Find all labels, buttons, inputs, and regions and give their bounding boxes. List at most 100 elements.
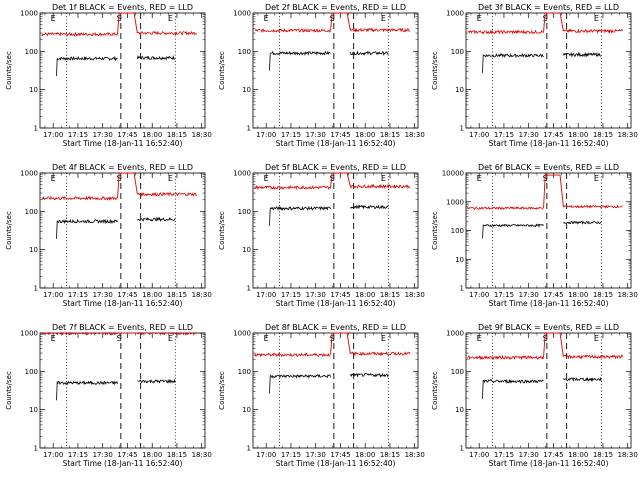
orbit-marker-e: E <box>477 14 482 23</box>
chart-title: Det 4f BLACK = Events, RED = LLD <box>52 163 193 172</box>
y-axis-label: Counts/sec <box>431 51 439 90</box>
series-line-lld <box>350 27 411 33</box>
orbit-marker-e: E <box>594 174 599 183</box>
y-tick-label: 10 <box>29 86 38 94</box>
x-tick-label: 18:00 <box>142 131 162 139</box>
plot-frame <box>465 332 632 449</box>
y-tick-label: 10 <box>455 86 464 94</box>
x-tick-label: 17:15 <box>68 291 88 299</box>
x-axis-label: Start Time (18-Jan-11 16:52:40) <box>489 299 609 308</box>
series-line-lld <box>254 28 331 34</box>
series-line-events <box>56 55 118 77</box>
y-tick-label: 1 <box>460 285 464 293</box>
orbit-marker-e: E <box>264 14 269 23</box>
x-tick-label: 18:15 <box>593 291 613 299</box>
series-line-events <box>137 216 176 223</box>
orbit-marker-s: S <box>330 14 335 23</box>
y-tick-label: 100 <box>25 48 38 56</box>
orbit-marker-e: E <box>477 334 482 343</box>
plot-frame <box>39 172 206 289</box>
panel-det-9: Det 9f BLACK = Events, RED = LLD 1 10 100 10… <box>431 323 638 468</box>
series-line-lld <box>350 351 411 357</box>
panel-det-1: Det 1f BLACK = Events, RED = LLD 1 10 100 10… <box>5 3 212 148</box>
x-tick-label: 18:15 <box>593 451 613 459</box>
series-spike-lld <box>330 172 351 188</box>
chart-title: Det 7f BLACK = Events, RED = LLD <box>52 323 193 332</box>
series-line-lld <box>467 354 544 361</box>
x-tick-label: 18:00 <box>355 291 375 299</box>
chart-title: Det 9f BLACK = Events, RED = LLD <box>478 323 619 332</box>
x-tick-label: 18:15 <box>380 291 400 299</box>
x-axis-label: Start Time (18-Jan-11 16:52:40) <box>63 299 183 308</box>
series-spike-lld <box>543 12 564 33</box>
x-tick-label: 17:30 <box>306 131 326 139</box>
plot-frame <box>252 332 419 449</box>
chart-title: Det 2f BLACK = Events, RED = LLD <box>265 3 406 12</box>
series-line-events <box>563 220 602 225</box>
series-line-lld <box>41 332 118 336</box>
x-tick-label: 17:00 <box>469 131 489 139</box>
y-tick-label: 1 <box>34 445 38 453</box>
panel-det-5: Det 5f BLACK = Events, RED = LLD 1 10 100 10… <box>218 163 425 308</box>
y-tick-label: 1000 <box>233 10 251 18</box>
y-tick-label: 100 <box>25 208 38 216</box>
x-axis-label: Start Time (18-Jan-11 16:52:40) <box>489 139 609 148</box>
x-tick-label: 17:30 <box>519 131 539 139</box>
orbit-marker-e: E <box>477 174 482 183</box>
x-tick-label: 17:15 <box>494 131 514 139</box>
y-axis-label: Counts/sec <box>5 371 13 410</box>
orbit-marker-e: E <box>381 174 386 183</box>
series-line-lld <box>563 204 624 209</box>
y-tick-label: 1000 <box>446 10 464 18</box>
y-tick-label: 1000 <box>20 330 38 338</box>
series-line-lld <box>350 183 411 190</box>
orbit-marker-e: E <box>264 334 269 343</box>
x-tick-label: 17:30 <box>306 451 326 459</box>
y-tick-label: 1 <box>460 445 464 453</box>
x-tick-label: 17:15 <box>68 131 88 139</box>
x-tick-label: 17:45 <box>330 131 350 139</box>
x-tick-label: 18:30 <box>618 131 638 139</box>
y-tick-label: 1 <box>247 285 251 293</box>
series-spike-lld <box>117 172 138 199</box>
orbit-marker-e: E <box>264 174 269 183</box>
y-axis-label: Counts/sec <box>431 211 439 250</box>
series-line-events <box>269 205 331 226</box>
x-tick-label: 18:30 <box>405 291 425 299</box>
x-tick-label: 17:00 <box>43 451 63 459</box>
y-tick-label: 1 <box>247 445 251 453</box>
y-tick-label: 10 <box>455 256 464 264</box>
series-spike-lld <box>543 174 564 209</box>
x-tick-label: 17:30 <box>93 131 113 139</box>
x-tick-label: 17:30 <box>93 451 113 459</box>
series-line-events <box>269 50 331 71</box>
y-tick-label: 1000 <box>233 330 251 338</box>
chart-title: Det 5f BLACK = Events, RED = LLD <box>265 163 406 172</box>
x-tick-label: 17:00 <box>43 131 63 139</box>
x-tick-label: 18:15 <box>380 451 400 459</box>
x-tick-label: 17:15 <box>281 131 301 139</box>
series-line-events <box>482 378 544 399</box>
orbit-marker-e: E <box>51 14 56 23</box>
x-tick-label: 17:30 <box>519 451 539 459</box>
orbit-marker-e: E <box>168 334 173 343</box>
x-tick-label: 18:30 <box>192 451 212 459</box>
y-axis-label: Counts/sec <box>218 211 226 250</box>
series-line-lld <box>41 195 118 201</box>
orbit-marker-e: E <box>594 14 599 23</box>
series-line-lld <box>137 191 198 197</box>
y-tick-label: 100 <box>25 368 38 376</box>
panel-det-8: Det 8f BLACK = Events, RED = LLD 1 10 100 10… <box>218 323 425 468</box>
series-line-lld <box>136 332 198 336</box>
y-axis-label: Counts/sec <box>5 51 13 90</box>
x-tick-label: 17:00 <box>256 451 276 459</box>
y-tick-label: 10 <box>455 406 464 414</box>
chart-title: Det 3f BLACK = Events, RED = LLD <box>478 3 619 12</box>
series-line-events <box>350 204 389 210</box>
series-line-events <box>137 378 176 384</box>
x-tick-label: 17:15 <box>494 451 514 459</box>
y-tick-label: 10 <box>242 246 251 254</box>
x-tick-label: 17:15 <box>281 451 301 459</box>
orbit-marker-s: S <box>117 334 122 343</box>
